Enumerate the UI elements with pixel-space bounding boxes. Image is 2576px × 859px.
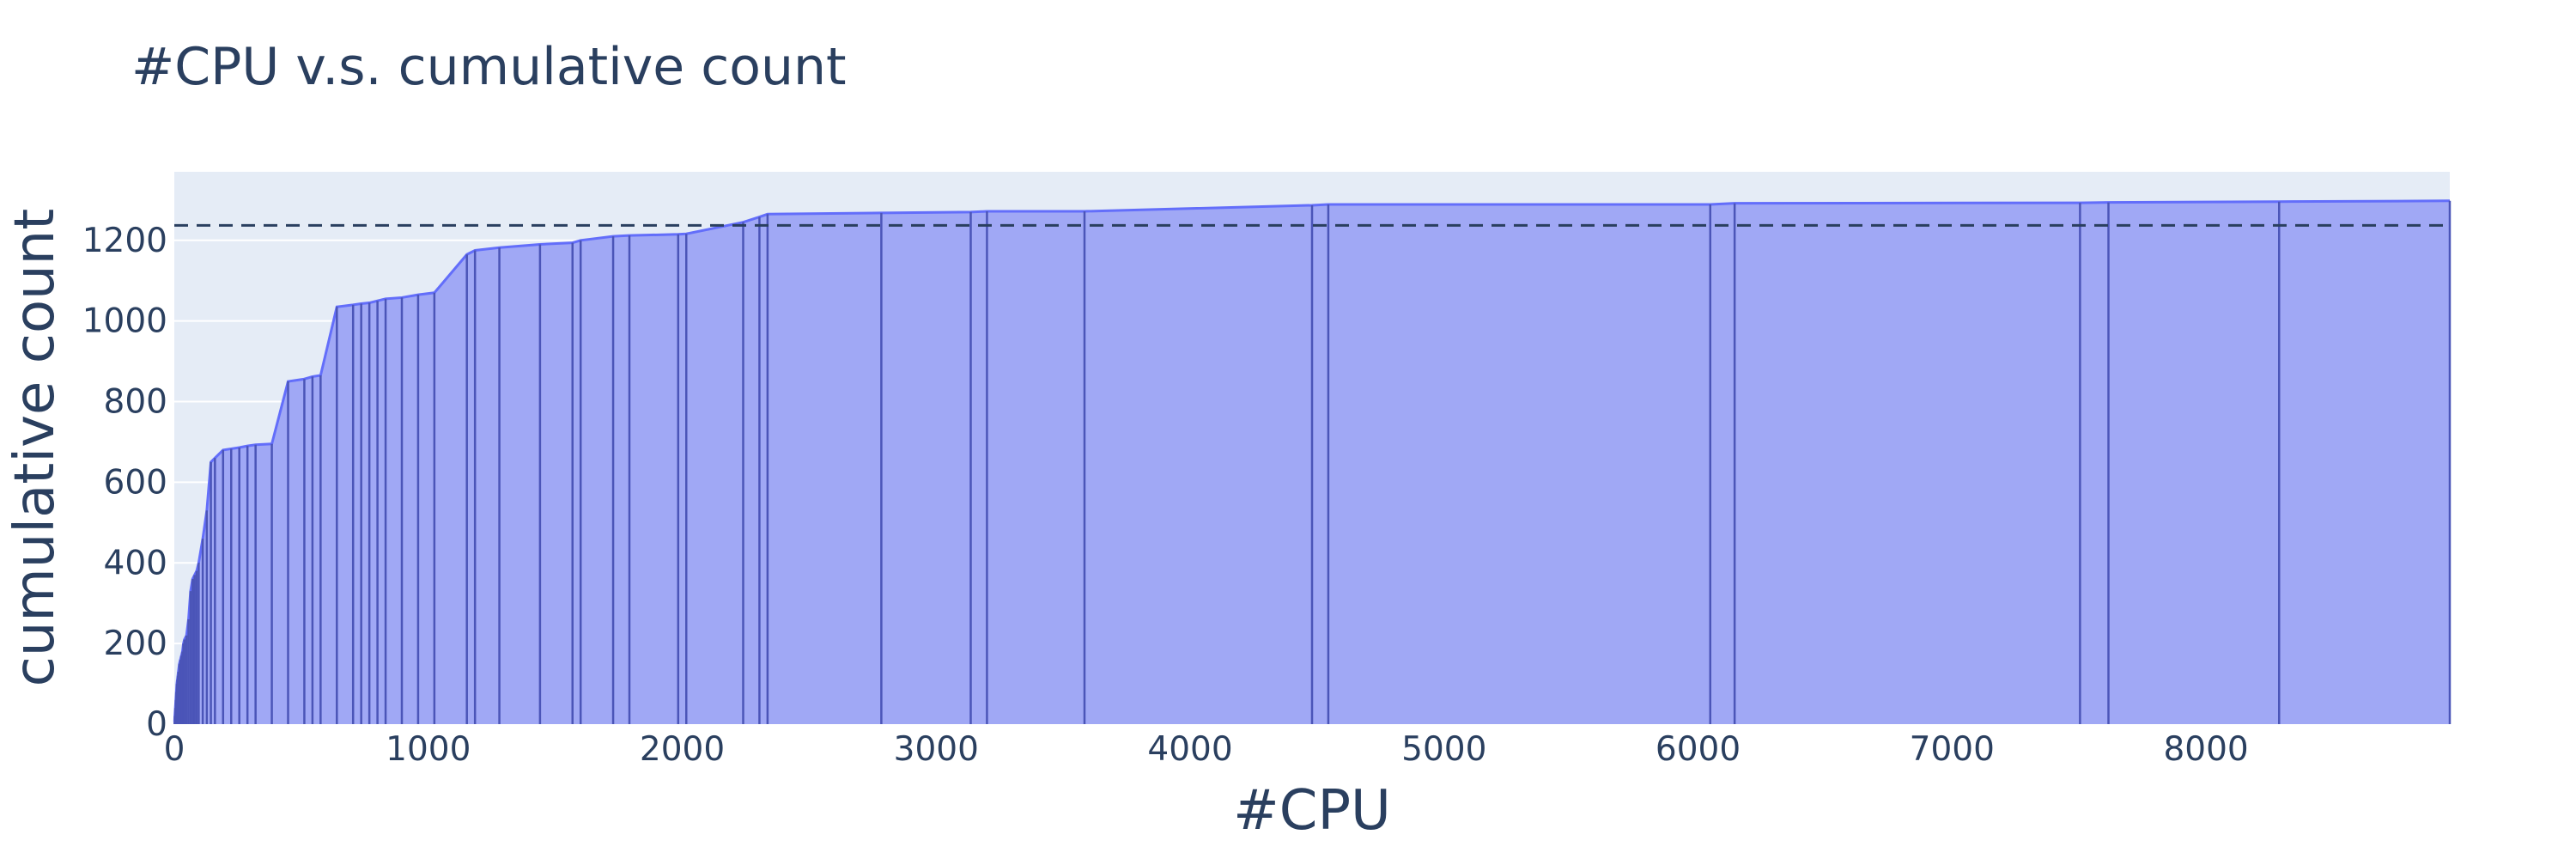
x-tick-label: 8000 <box>2163 730 2248 769</box>
y-tick-label: 800 <box>104 383 167 422</box>
chart-title: #CPU v.s. cumulative count <box>131 37 847 97</box>
x-tick-label: 6000 <box>1656 730 1741 769</box>
x-tick-label: 3000 <box>894 730 979 769</box>
y-tick-labels: 0 200 400 600 800 1000 1200 <box>82 222 167 744</box>
y-tick-label: 400 <box>104 544 167 582</box>
x-tick-label: 7000 <box>1910 730 1995 769</box>
y-tick-label: 1000 <box>82 302 167 341</box>
x-tick-labels: 0 1000 2000 3000 4000 5000 6000 7000 8000 <box>164 730 2249 769</box>
x-tick-label: 0 <box>164 730 185 769</box>
y-tick-label: 200 <box>104 624 167 663</box>
y-tick-label: 0 <box>146 705 167 744</box>
x-tick-label: 2000 <box>640 730 725 769</box>
y-axis-title: cumulative count <box>3 209 67 687</box>
drop-lines <box>173 200 2451 724</box>
x-axis-title: #CPU <box>1233 779 1391 843</box>
x-tick-label: 5000 <box>1401 730 1486 769</box>
y-tick-label: 1200 <box>82 222 167 260</box>
x-tick-label: 4000 <box>1147 730 1232 769</box>
x-tick-label: 1000 <box>386 730 471 769</box>
y-tick-label: 600 <box>104 463 167 502</box>
